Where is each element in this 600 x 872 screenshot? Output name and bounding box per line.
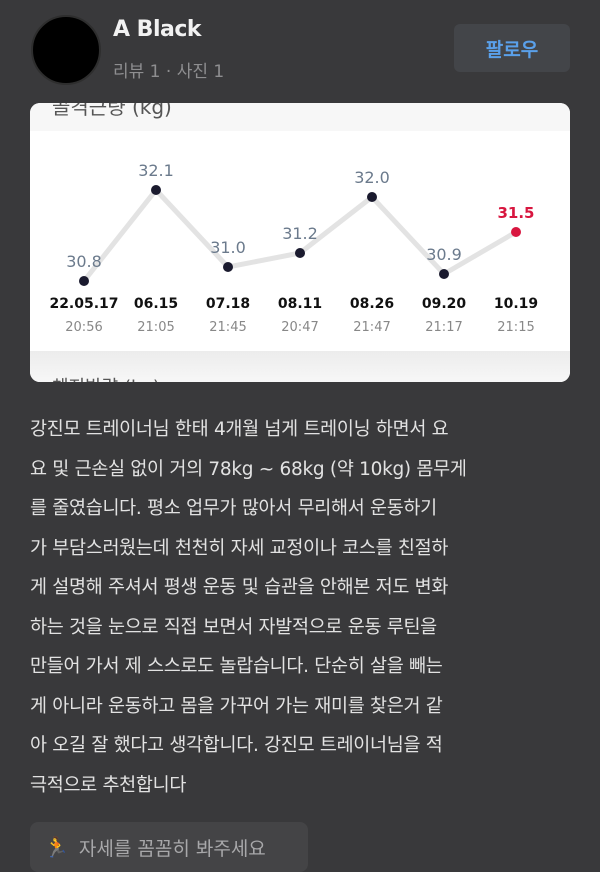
data-point — [367, 192, 377, 202]
data-point — [439, 269, 449, 279]
x-tick-time: 21:05 — [137, 320, 174, 335]
data-label: 30.9 — [426, 245, 462, 264]
review-line: 요 및 근손실 없이 거의 78kg ~ 68kg (약 10kg) 몸무게 — [30, 458, 467, 480]
avatar[interactable] — [31, 15, 101, 85]
review-line: 강진모 트레이너님 한태 4개월 넘게 트레이닝 하면서 요 — [30, 419, 449, 440]
line-chart: 30.8 22.05.17 20:56 32.1 06.15 21:05 31.0 07.18… — [49, 161, 538, 335]
review-tag-chip[interactable]: 🏃 자세를 꼼꼼히 봐주세요 — [30, 822, 308, 872]
data-label: 32.1 — [138, 161, 174, 180]
next-chart-title: 체지방량 (kg) — [52, 373, 160, 382]
lunge-person-icon: 🏃 — [44, 835, 69, 859]
x-tick-time: 21:17 — [425, 320, 462, 335]
chart-title: 골격근량 (kg) — [52, 103, 172, 119]
follow-button[interactable]: 팔로우 — [454, 24, 570, 72]
chart-footer-band — [30, 351, 570, 382]
x-tick-date: 08.26 — [350, 296, 394, 312]
x-tick-date: 08.11 — [278, 296, 322, 312]
x-tick-time: 21:47 — [353, 320, 390, 335]
review-line: 아 오길 잘 했다고 생각합니다. 강진모 트레이너님을 적 — [30, 735, 443, 756]
reviewer-name[interactable]: A Black — [113, 17, 202, 42]
review-line: 만들어 가서 제 스스로도 놀랍습니다. 단순히 살을 빼는 — [30, 656, 443, 677]
x-tick-time: 20:47 — [281, 320, 318, 335]
data-point — [223, 262, 233, 272]
review-photo-chart[interactable]: 골격근량 (kg) 30.8 22.05.17 20:56 32.1 06.15 21:0… — [30, 103, 570, 382]
x-tick-date: 06.15 — [134, 296, 178, 312]
review-line: 게 설명해 주셔서 평생 운동 및 습관을 안해본 저도 변화 — [30, 577, 449, 598]
x-tick-time: 21:15 — [497, 320, 534, 335]
chart-header-band — [30, 103, 570, 131]
x-tick-time: 20:56 — [65, 320, 102, 335]
x-tick-date: 09.20 — [422, 296, 467, 312]
review-tag-label: 자세를 꼼꼼히 봐주세요 — [78, 837, 266, 860]
data-point — [151, 185, 161, 195]
data-label: 31.5 — [497, 204, 534, 222]
x-tick-date: 22.05.17 — [49, 296, 118, 312]
x-tick-date: 10.19 — [494, 296, 538, 312]
data-label: 30.8 — [66, 252, 102, 271]
review-line: 극적으로 추천합니다 — [30, 774, 187, 796]
data-label: 31.0 — [210, 238, 246, 257]
data-point — [79, 276, 89, 286]
x-tick-date: 07.18 — [206, 296, 250, 312]
review-line: 하는 것을 눈으로 직접 보면서 자발적으로 운동 루틴을 — [30, 616, 437, 638]
review-line: 를 줄였습니다. 평소 업무가 많아서 무리해서 운동하기 — [30, 498, 437, 519]
data-point — [511, 227, 521, 237]
data-point — [295, 248, 305, 258]
x-tick-time: 21:45 — [209, 320, 246, 335]
review-line: 게 아니라 운동하고 몸을 가꾸어 가는 재미를 찾은거 같 — [30, 695, 443, 717]
data-label: 31.2 — [282, 224, 318, 243]
reviewer-stats: 리뷰 1 · 사진 1 — [113, 62, 225, 82]
data-label: 32.0 — [354, 168, 390, 187]
review-line: 가 부담스러웠는데 천천히 자세 교정이나 코스를 친절하 — [30, 537, 449, 559]
